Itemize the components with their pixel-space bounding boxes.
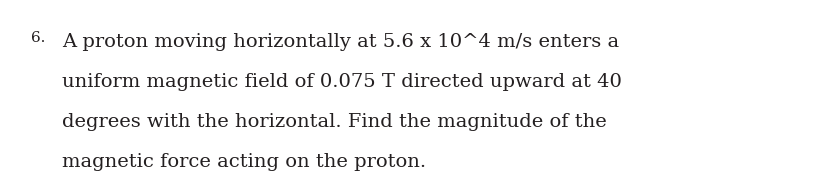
- Text: degrees with the horizontal. Find the magnitude of the: degrees with the horizontal. Find the ma…: [62, 113, 606, 131]
- Text: A proton moving horizontally at 5.6 x 10^4 m/s enters a: A proton moving horizontally at 5.6 x 10…: [62, 33, 619, 51]
- Text: magnetic force acting on the proton.: magnetic force acting on the proton.: [62, 153, 426, 171]
- Text: uniform magnetic field of 0.075 T directed upward at 40: uniform magnetic field of 0.075 T direct…: [62, 73, 621, 91]
- Text: 6.: 6.: [31, 31, 45, 46]
